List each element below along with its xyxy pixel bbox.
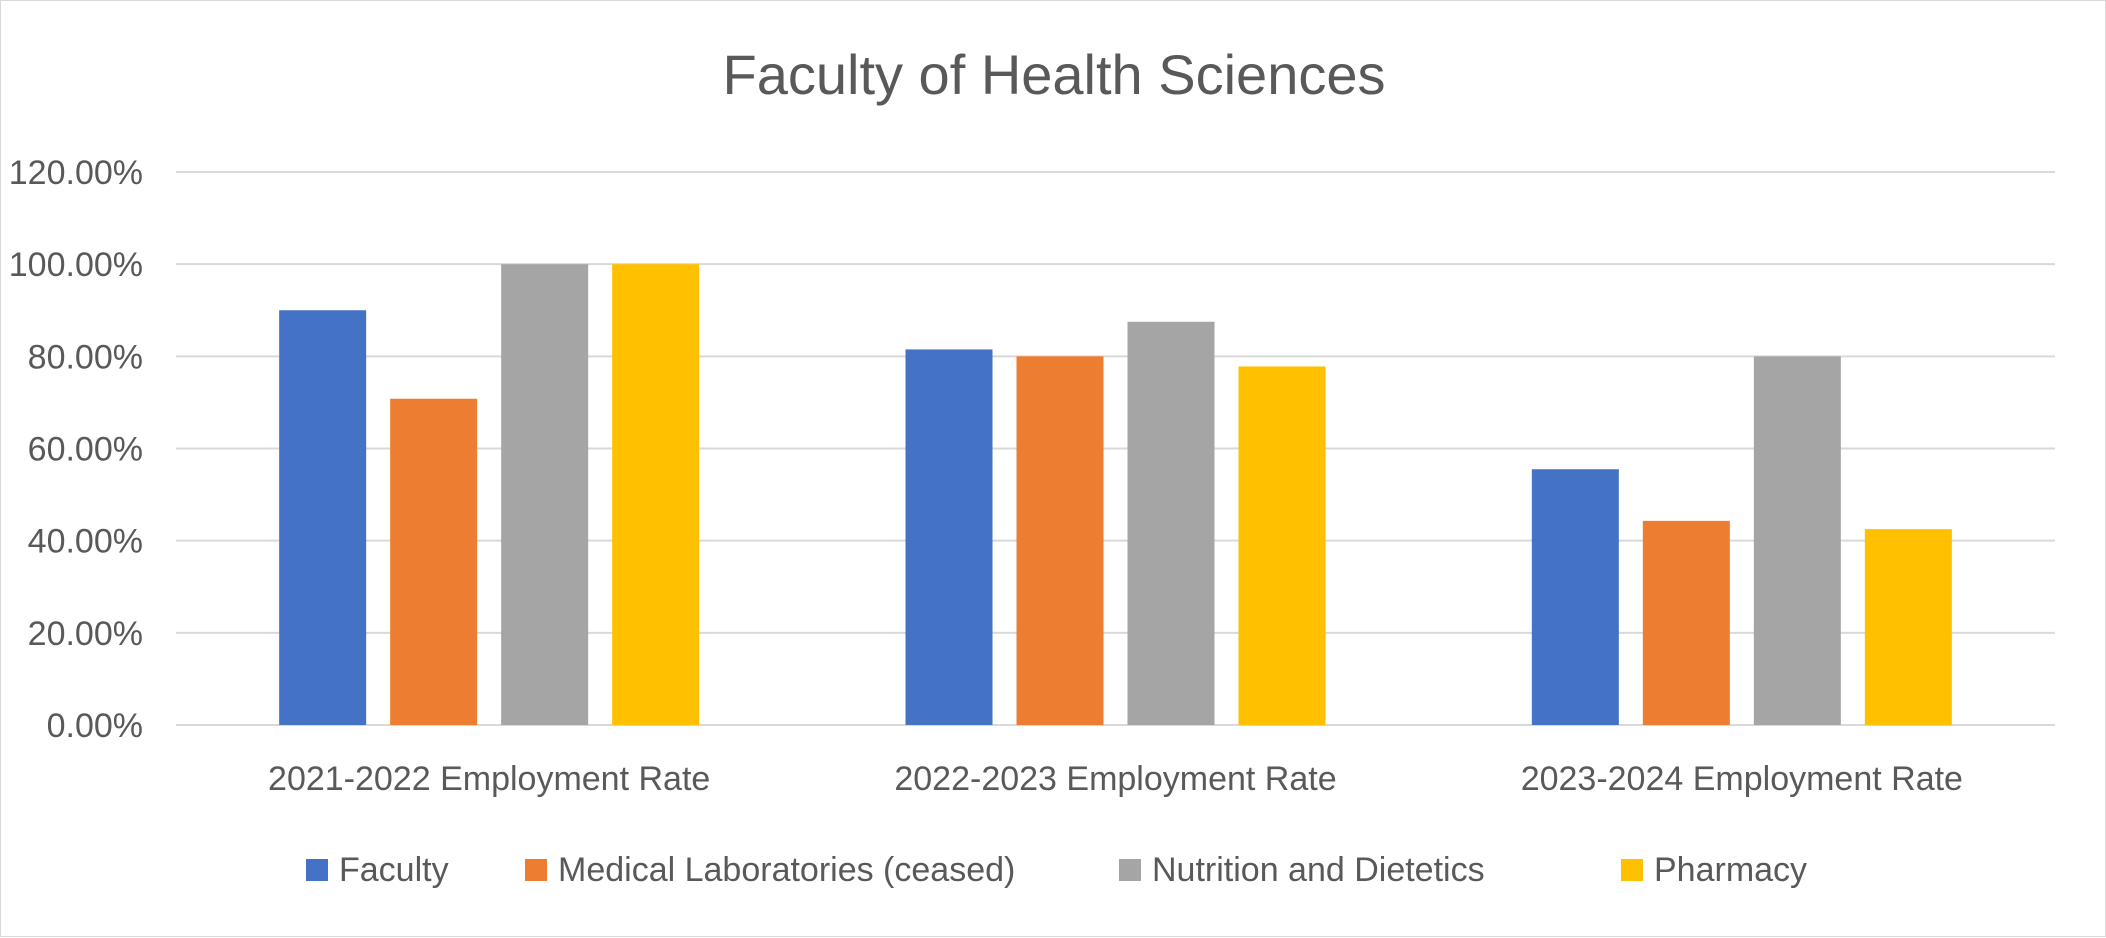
legend-swatch [525, 859, 547, 881]
legend-label: Medical Laboratories (ceased) [558, 851, 1015, 889]
chart-title: Faculty of Health Sciences [723, 43, 1386, 106]
bar-nutrition-and-dietetics-2 [1127, 321, 1215, 725]
y-tick-label: 40.00% [28, 523, 143, 561]
y-tick-label: 80.00% [28, 338, 143, 376]
bar-nutrition-and-dietetics-1 [501, 264, 589, 725]
y-axis-tick-labels: 0.00% 20.00% 40.00% 60.00% 80.00% 100.00% 120.… [9, 154, 143, 745]
bar-medical-laboratories-ceased-1 [390, 398, 478, 725]
x-axis-category-labels: 2021-2022 Employment Rate 2022-2023 Emplo… [268, 760, 1963, 798]
y-tick-label: 100.00% [9, 246, 143, 284]
legend-label: Nutrition and Dietetics [1152, 851, 1485, 889]
x-category-label: 2021-2022 Employment Rate [268, 760, 710, 798]
bar-medical-laboratories-ceased-3 [1642, 520, 1730, 725]
bar-pharmacy-1 [612, 264, 700, 725]
bars [279, 264, 1952, 725]
legend-swatch [306, 859, 328, 881]
x-category-label: 2022-2023 Employment Rate [894, 760, 1336, 798]
y-tick-label: 20.00% [28, 615, 143, 653]
bar-faculty-1 [279, 310, 367, 725]
y-tick-label: 60.00% [28, 431, 143, 469]
legend-label: Pharmacy [1654, 851, 1807, 889]
legend-label: Faculty [339, 851, 449, 889]
bar-pharmacy-3 [1864, 529, 1952, 725]
y-tick-label: 0.00% [47, 707, 143, 745]
bar-pharmacy-2 [1238, 366, 1326, 725]
y-tick-label: 120.00% [9, 154, 143, 192]
bar-nutrition-and-dietetics-3 [1753, 356, 1841, 725]
legend-swatch [1621, 859, 1643, 881]
x-category-label: 2023-2024 Employment Rate [1521, 760, 1963, 798]
bar-faculty-3 [1531, 469, 1619, 725]
legend: Faculty Medical Laboratories (ceased) Nutr… [306, 851, 1807, 889]
bar-medical-laboratories-ceased-2 [1016, 356, 1104, 725]
gridlines [176, 171, 2055, 726]
legend-swatch [1119, 859, 1141, 881]
bar-faculty-2 [905, 349, 993, 725]
